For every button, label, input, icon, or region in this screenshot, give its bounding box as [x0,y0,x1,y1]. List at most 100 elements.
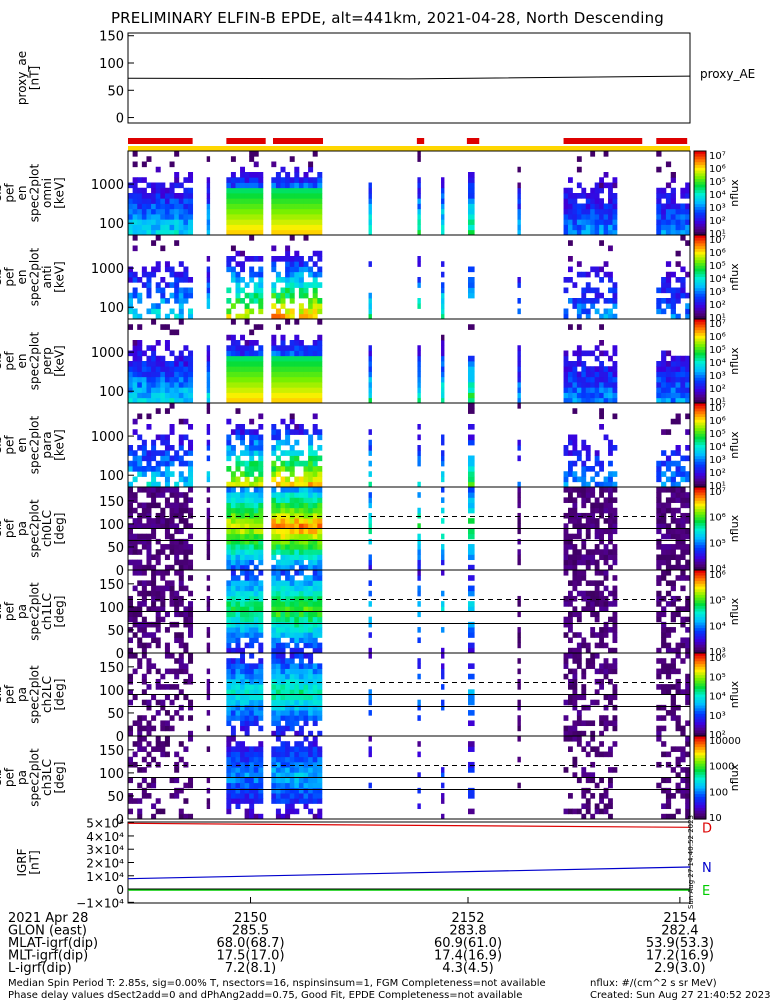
heatmap-cell [280,642,286,649]
heatmap-cell [240,366,246,372]
heatmap-cell [298,725,304,732]
heatmap-cell [308,266,314,273]
heatmap-cell [249,787,255,794]
heatmap-cell [308,642,314,649]
heatmap-cell [230,502,236,509]
heatmap-cell [249,271,255,278]
heatmap-cell [141,793,147,799]
heatmap-cell [249,678,255,685]
heatmap-cell [303,208,309,215]
heatmap-cell [226,434,232,441]
heatmap-cell [417,460,421,467]
heatmap-cell [594,570,600,576]
ylabel-spec_omni-3: spec2plot [27,163,41,222]
heatmap-cell [612,767,618,773]
heatmap-cell [608,720,613,727]
heatmap-cell [298,266,304,273]
heatmap-cell [169,601,175,607]
colorbar-frame [693,735,707,820]
heatmap-cell [303,497,309,503]
heatmap-cell [670,298,676,304]
heatmap-cell [235,606,241,612]
heatmap-cell [567,219,573,225]
heatmap-cell [160,512,166,519]
heatmap-cell [312,366,318,372]
heatmap-tick-label: 100 [99,385,124,400]
heatmap-cell [317,611,323,618]
heatmap-cell [230,156,236,162]
heatmap-cell [206,382,211,388]
ylabel-spec_anti-3: spec2plot [27,247,41,306]
heatmap-cell [572,518,578,524]
heatmap-cell [585,282,591,288]
heatmap-cell [585,387,591,393]
heatmap-cell [132,382,138,388]
heatmap-cell [317,549,323,555]
heatmap-cell [240,177,246,183]
heatmap-cell [680,492,686,498]
heatmap-cell [685,559,691,566]
heatmap-cell [298,502,304,509]
heatmap-cell [303,554,309,561]
heatmap-cell [567,497,573,503]
heatmap-cell [235,642,241,649]
heatmap-cell [253,392,259,399]
heatmap-cell [685,497,691,503]
igrf-tick-label: 1×10⁴ [86,870,124,884]
heatmap-cell [312,450,318,456]
colorbar-swatch [694,470,706,474]
heatmap-cell [608,476,613,483]
heatmap-cell [685,512,691,519]
heatmap-cell [178,287,184,294]
colorbar-tick-label: 10⁷ [709,151,726,162]
heatmap-cell [151,193,157,199]
heatmap-cell [235,715,241,721]
heatmap-cell [169,538,175,545]
heatmap-cell [155,392,161,399]
heatmap-cell [188,392,194,399]
heatmap-cell [132,492,138,498]
heatmap-cell [312,271,318,278]
heatmap-cell [271,392,277,399]
heatmap-cell [280,590,286,597]
heatmap-cell [612,345,618,351]
colorbar-swatch [694,536,706,541]
heatmap-cell [169,725,175,732]
heatmap-cell [271,397,277,404]
heatmap-cell [271,445,277,451]
heatmap-cell [258,497,264,503]
heatmap-cell [417,751,421,758]
heatmap-cell [285,187,291,194]
heatmap-cell [132,187,138,194]
ylabel-spec_omni-4: omni [40,178,54,208]
heatmap-cell [169,392,175,399]
heatmap-cell [468,471,475,477]
heatmap-cell [517,715,521,721]
heatmap-cell [680,767,686,773]
heatmap-cell [685,303,691,309]
heatmap-cell [141,746,147,752]
heatmap-cell [294,601,300,607]
heatmap-cell [576,710,582,716]
heatmap-cell [594,229,600,236]
heatmap-cell [368,298,372,304]
heatmap-cell [174,361,180,367]
heatmap-cell [680,730,686,737]
heatmap-cell [441,397,445,404]
heatmap-cell [468,214,475,220]
heatmap-cell [258,502,264,509]
heatmap-cell [289,361,295,367]
heatmap-cell [249,445,255,451]
ylabel-spec_perp-2: en [15,354,29,369]
heatmap-cell [141,439,147,446]
heatmap-cell [298,308,304,315]
heatmap-cell [685,308,691,315]
heatmap-cell [240,673,246,680]
heatmap-cell [289,313,295,320]
heatmap-cell [226,182,232,189]
heatmap-cell [258,208,264,215]
heatmap-cell [685,736,691,742]
heatmap-cell [188,308,194,315]
heatmap-cell [517,166,521,173]
heatmap-cell [665,208,672,215]
